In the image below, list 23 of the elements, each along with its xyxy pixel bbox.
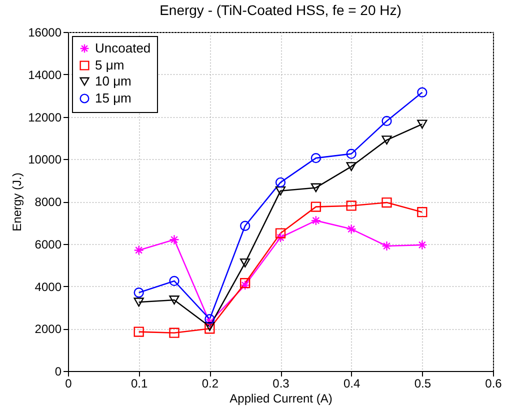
x-tick-label: 0.1 bbox=[130, 376, 148, 390]
legend-label: 15 μm bbox=[95, 90, 132, 106]
x-tick-label: 0.2 bbox=[202, 376, 219, 390]
y-tick-label: 6000 bbox=[34, 237, 62, 252]
chart-title: Energy - (TiN-Coated HSS, fe = 20 Hz) bbox=[160, 2, 402, 18]
y-tick-label: 12000 bbox=[28, 110, 62, 124]
x-axis-title: Applied Current (A) bbox=[230, 392, 332, 406]
legend-label: 10 μm bbox=[95, 74, 132, 88]
x-tick-label: 0.3 bbox=[272, 376, 290, 390]
x-tick-label: 0.5 bbox=[414, 376, 432, 390]
legend-label: Uncoated bbox=[95, 40, 151, 56]
legend-label: 5 μm bbox=[95, 58, 124, 72]
y-tick-label: 4000 bbox=[34, 280, 62, 294]
y-axis-title: Energy (J.) bbox=[10, 172, 24, 232]
y-tick-label: 16000 bbox=[28, 26, 62, 40]
y-tick-label: 0 bbox=[54, 364, 62, 378]
y-tick-label: 14000 bbox=[28, 68, 62, 82]
y-tick-label: 10000 bbox=[28, 152, 62, 167]
y-tick-label: 2000 bbox=[34, 322, 62, 336]
x-tick-label: 0 bbox=[65, 376, 72, 390]
x-tick-label: 0.4 bbox=[343, 376, 360, 390]
x-tick-label: 0.6 bbox=[485, 376, 502, 390]
y-tick-label: 8000 bbox=[34, 195, 62, 209]
